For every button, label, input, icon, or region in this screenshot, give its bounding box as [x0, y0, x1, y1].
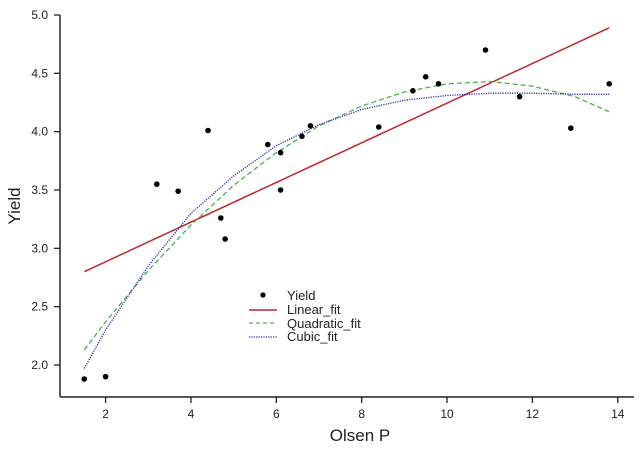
y-tick-label: 4.5	[31, 66, 48, 80]
yield-point	[264, 141, 271, 148]
y-tick-label: 4.0	[31, 125, 48, 139]
yield-point	[205, 127, 211, 134]
x-tick-label: 4	[188, 407, 195, 421]
yield-point	[154, 181, 160, 187]
legend-label-linear: Linear_fit	[287, 302, 341, 317]
yield-point	[375, 124, 382, 130]
yield-point	[218, 215, 224, 221]
legend-label-yield: Yield	[287, 288, 315, 303]
cubic-fit-line	[83, 92, 610, 369]
x-tick-label: 14	[611, 407, 625, 421]
yield-point	[482, 47, 489, 53]
legend-label-quadratic: Quadratic_fit	[287, 316, 361, 331]
yield-point	[568, 125, 574, 131]
x-tick-label: 10	[440, 407, 454, 421]
linear-fit-line	[83, 27, 610, 273]
legend-label-cubic: Cubic_fit	[287, 329, 338, 344]
yield-point	[299, 133, 305, 140]
y-tick-label: 2.5	[31, 300, 48, 314]
yield-point	[175, 188, 181, 194]
quadratic-fit-line	[83, 80, 610, 351]
x-tick-label: 12	[526, 407, 540, 421]
yield-point	[277, 149, 284, 156]
legend-marker-yield	[260, 292, 266, 298]
y-tick-label: 3.5	[31, 183, 48, 197]
yield-point	[102, 373, 109, 380]
x-tick-label: 2	[102, 407, 109, 421]
yield-point	[277, 187, 284, 193]
y-axis-label: Yield	[5, 187, 24, 224]
y-tick-label: 3.0	[31, 241, 48, 255]
yield-point	[606, 81, 613, 87]
yield-point	[516, 93, 523, 100]
yield-point	[422, 74, 429, 80]
yield-point	[435, 81, 442, 87]
y-tick-label: 2.0	[31, 358, 48, 372]
yield-point	[81, 376, 88, 382]
y-tick-label: 5.0	[31, 8, 48, 22]
yield-point	[410, 88, 416, 94]
x-axis-label: Olsen P	[330, 426, 390, 445]
yield-point	[222, 236, 228, 242]
legend: Yield Linear_fit Quadratic_fit Cubic_fit	[249, 288, 361, 344]
yield-point	[307, 123, 314, 129]
x-tick-label: 6	[273, 407, 280, 421]
x-tick-label: 8	[358, 407, 365, 421]
